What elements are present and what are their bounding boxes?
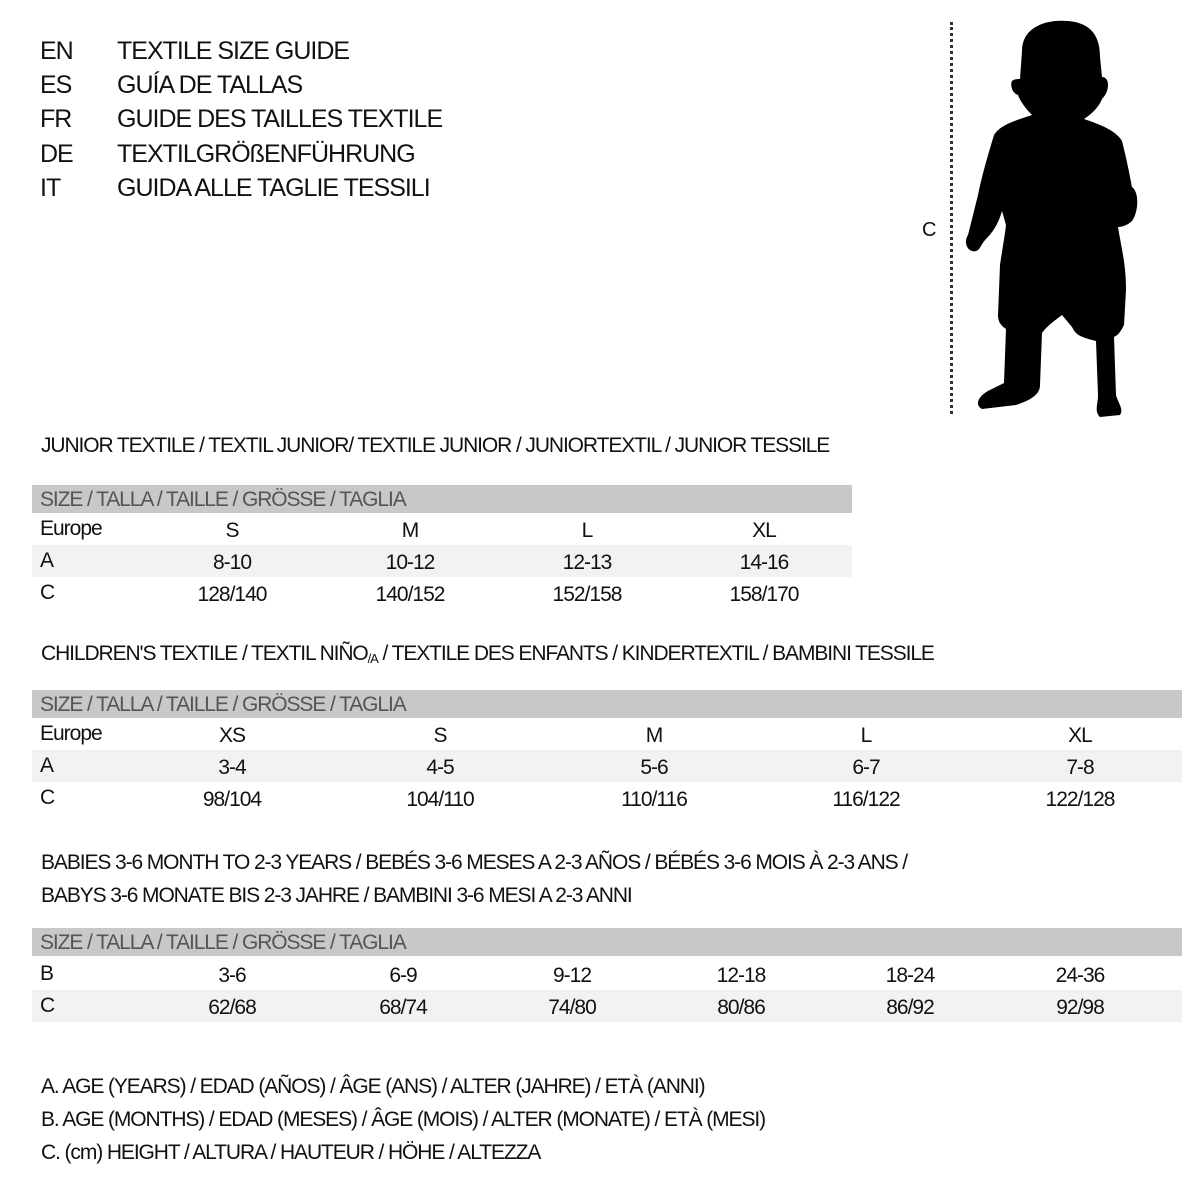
row-label: Europe <box>40 517 103 540</box>
table-cell: 18-24 <box>885 964 936 987</box>
table-cell: 3-6 <box>218 964 246 987</box>
row-label: A <box>40 754 54 777</box>
size-header-label: SIZE / TALLA / TAILLE / GRÖSSE / TAGLIA <box>40 931 407 954</box>
table-cell: 7-8 <box>1066 756 1094 779</box>
table-cell: XS <box>218 724 246 747</box>
table-cell: 152/158 <box>552 583 623 606</box>
table-cell: L <box>581 519 594 542</box>
table-cell: M <box>645 724 663 747</box>
table-header: SIZE / TALLA / TAILLE / GRÖSSE / TAGLIA <box>32 485 852 513</box>
heading-text: / TEXTILE DES ENFANTS / KINDERTEXTIL / B… <box>377 642 935 665</box>
table-cell: 158/170 <box>729 583 800 606</box>
table-header: SIZE / TALLA / TAILLE / GRÖSSE / TAGLIA <box>32 690 1182 718</box>
table-cell: 68/74 <box>379 996 428 1019</box>
lang-code: FR <box>40 105 72 133</box>
table-cell: M <box>401 519 419 542</box>
row-label: Europe <box>40 722 103 745</box>
table-cell: 5-6 <box>640 756 668 779</box>
lang-code: EN <box>40 37 74 65</box>
height-measure-label: C <box>922 219 936 241</box>
table-row: Europe XS S M L XL <box>32 718 1182 750</box>
row-label: C <box>40 581 55 604</box>
table-cell: 122/128 <box>1045 788 1116 811</box>
junior-heading: JUNIOR TEXTILE / TEXTIL JUNIOR/ TEXTILE … <box>41 434 830 457</box>
table-cell: 10-12 <box>385 551 436 574</box>
babies-heading-line2: BABYS 3-6 MONATE BIS 2-3 JAHRE / BAMBINI… <box>41 884 633 907</box>
table-cell: 14-16 <box>739 551 790 574</box>
title-text: GUIDA ALLE TAGLIE TESSILI <box>117 174 431 202</box>
table-header: SIZE / TALLA / TAILLE / GRÖSSE / TAGLIA <box>32 928 1182 956</box>
table-cell: XL <box>1068 724 1093 747</box>
table-cell: 6-7 <box>852 756 880 779</box>
junior-size-table: SIZE / TALLA / TAILLE / GRÖSSE / TAGLIA … <box>32 485 852 609</box>
row-label: B <box>40 962 54 985</box>
title-text: GUIDE DES TAILLES TEXTILE <box>117 105 443 133</box>
row-label: C <box>40 994 55 1017</box>
lang-code: DE <box>40 140 74 168</box>
table-cell: 128/140 <box>197 583 268 606</box>
table-row: Europe S M L XL <box>32 513 852 545</box>
table-cell: 4-5 <box>426 756 454 779</box>
table-cell: 80/86 <box>717 996 766 1019</box>
table-cell: S <box>225 519 239 542</box>
table-cell: XL <box>752 519 777 542</box>
table-cell: 98/104 <box>202 788 262 811</box>
table-cell: 86/92 <box>886 996 935 1019</box>
table-cell: L <box>860 724 873 747</box>
children-size-table: SIZE / TALLA / TAILLE / GRÖSSE / TAGLIA … <box>32 690 1182 814</box>
title-text: GUÍA DE TALLAS <box>117 71 303 99</box>
table-cell: 140/152 <box>375 583 446 606</box>
table-cell: 74/80 <box>548 996 597 1019</box>
child-silhouette-icon <box>965 20 1138 417</box>
table-cell: 110/116 <box>621 788 688 811</box>
table-cell: 92/98 <box>1056 996 1105 1019</box>
table-cell: 8-10 <box>212 551 252 574</box>
lang-code: IT <box>40 174 61 202</box>
legend-b: B. AGE (MONTHS) / EDAD (MESES) / ÂGE (MO… <box>41 1108 766 1131</box>
lang-code: ES <box>40 71 72 99</box>
babies-size-table: SIZE / TALLA / TAILLE / GRÖSSE / TAGLIA … <box>32 928 1182 1022</box>
table-row: C 62/68 68/74 74/80 80/86 86/92 92/98 <box>32 990 1182 1022</box>
legend-a: A. AGE (YEARS) / EDAD (AÑOS) / ÂGE (ANS)… <box>41 1075 706 1098</box>
table-cell: 116/122 <box>832 788 900 811</box>
title-text: TEXTILGRÖßENFÜHRUNG <box>117 140 416 168</box>
table-cell: 62/68 <box>208 996 257 1019</box>
table-row: C 98/104 104/110 110/116 116/122 122/128 <box>32 782 1182 814</box>
title-text: TEXTILE SIZE GUIDE <box>117 37 350 65</box>
height-dotted-line <box>950 22 953 414</box>
table-row: A 3-4 4-5 5-6 6-7 7-8 <box>32 750 1182 782</box>
table-row: C 128/140 140/152 152/158 158/170 <box>32 577 852 609</box>
heading-subscript: /A <box>367 651 379 666</box>
table-row: B 3-6 6-9 9-12 12-18 18-24 24-36 <box>32 958 1182 990</box>
table-cell: 9-12 <box>552 964 592 987</box>
table-row: A 8-10 10-12 12-13 14-16 <box>32 545 852 577</box>
row-label: A <box>40 549 54 572</box>
legend-c: C. (cm) HEIGHT / ALTURA / HAUTEUR / HÖHE… <box>41 1141 541 1164</box>
table-cell: 6-9 <box>389 964 417 987</box>
row-label: C <box>40 786 55 809</box>
table-cell: 104/110 <box>406 788 474 811</box>
table-cell: 24-36 <box>1055 964 1106 987</box>
table-cell: 12-18 <box>716 964 767 987</box>
babies-heading-line1: BABIES 3-6 MONTH TO 2-3 YEARS / BEBÉS 3-… <box>41 851 908 874</box>
size-header-label: SIZE / TALLA / TAILLE / GRÖSSE / TAGLIA <box>40 693 407 716</box>
heading-text: CHILDREN'S TEXTILE / TEXTIL NIÑO <box>41 642 369 665</box>
children-heading: CHILDREN'S TEXTILE / TEXTIL NIÑO/A / TEX… <box>41 642 935 666</box>
table-cell: 12-13 <box>562 551 613 574</box>
table-cell: S <box>433 724 447 747</box>
size-header-label: SIZE / TALLA / TAILLE / GRÖSSE / TAGLIA <box>40 488 407 511</box>
table-cell: 3-4 <box>218 756 246 779</box>
